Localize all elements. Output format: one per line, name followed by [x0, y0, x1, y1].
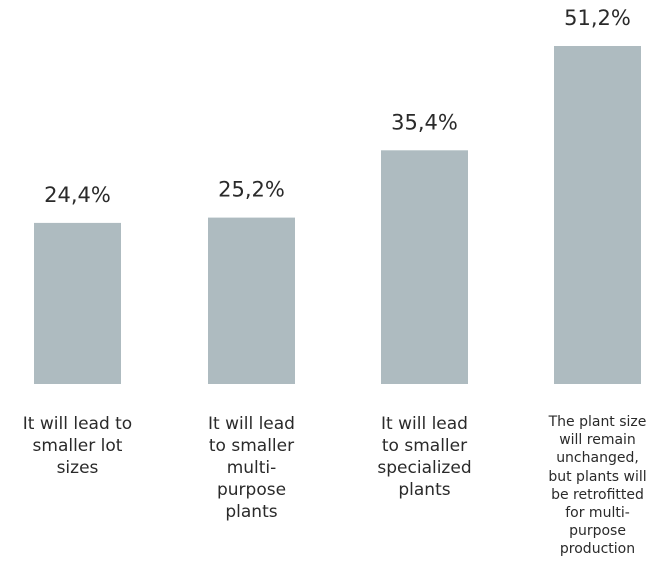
bar-3 [381, 150, 468, 384]
category-label-3: It will lead to smaller specialized plants [350, 413, 500, 501]
category-label-line: The plant size [548, 414, 647, 430]
value-label-3: 35,4% [391, 110, 458, 134]
category-label-line: production [559, 541, 636, 558]
category-label-line: will remain [559, 432, 636, 449]
category-label-line: to smaller [381, 436, 468, 457]
category-label-line: It will lead [208, 414, 295, 434]
category-label-line: be retrofitted [551, 486, 644, 503]
category-label-line: purpose [216, 480, 287, 501]
category-label-4: The plant size will remain unchanged, but p… [523, 413, 662, 559]
category-label-line: unchanged, [556, 450, 639, 467]
bar-2 [208, 217, 295, 384]
category-label-line: but plants will [548, 468, 647, 485]
category-label-2: It will lead to smaller multi-purpose plant… [177, 413, 327, 523]
category-label-line: It will lead to [22, 414, 133, 434]
value-label-2: 25,2% [218, 178, 285, 202]
category-label-line: plants [398, 480, 451, 501]
category-label-line: specialized [377, 458, 472, 479]
category-label-line: smaller lot [32, 436, 123, 457]
category-label-line: for multi- [565, 504, 630, 521]
category-label-line: multi- [226, 458, 277, 479]
category-label-line: It will lead [381, 414, 468, 434]
category-label-line: to smaller [208, 436, 295, 457]
value-label-1: 24,4% [44, 183, 111, 207]
category-label-line: sizes [56, 458, 99, 479]
bars-group [34, 46, 641, 384]
category-label-line: plants [225, 502, 278, 523]
category-label-line: purpose [569, 523, 626, 540]
value-label-4: 51,2% [564, 6, 631, 30]
value-labels-group: 24,4% 25,2% 35,4% 51,2% [44, 6, 631, 207]
bar-4 [554, 46, 641, 384]
category-label-1: It will lead to smaller lot sizes [3, 413, 153, 479]
bar-1 [34, 222, 121, 384]
